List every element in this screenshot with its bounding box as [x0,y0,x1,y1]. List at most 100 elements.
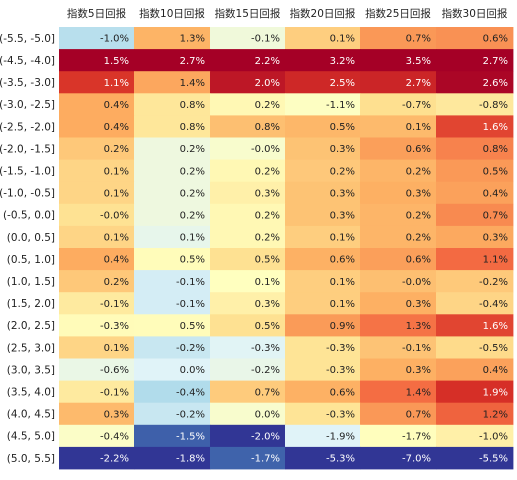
heatmap-cell [436,159,514,183]
cell-value-label: 0.3% [255,188,280,199]
cell-value-label: -2.2% [100,454,129,465]
cell-value-label: 0.1% [330,299,355,310]
cell-value-label: -0.2% [479,277,508,288]
row-label: (-0.5, 0.0] [3,210,55,222]
cell-value-label: 0.1% [330,34,355,45]
heatmap-cell [210,137,286,160]
heatmap-cell [360,270,437,293]
heatmap-cell [285,248,361,271]
cell-value-label: 0.6% [406,255,431,266]
heatmap-cell [285,424,361,448]
heatmap-cell-labels: -1.0% 1.3% -0.1% 0.1% 0.7% 0.6% 1.5% 2.7% 2.2% 3.… [100,34,508,465]
heatmap-cell [59,203,135,227]
cell-value-label: 1.1% [104,78,129,89]
cell-value-label: 0.5% [255,255,280,266]
heatmap-cell [360,248,437,271]
cell-value-label: 0.5% [330,122,355,133]
cell-value-label: 0.2% [406,210,431,221]
cell-value-label: 0.3% [406,188,431,199]
heatmap-cell [59,446,135,470]
cell-value-label: 1.2% [483,409,508,420]
heatmap-cell [210,181,286,205]
cell-value-label: 1.9% [483,387,508,398]
cell-value-label: 2.2% [255,56,280,67]
row-label: (0.0, 0.5] [7,232,55,244]
cell-value-label: -0.8% [479,100,508,111]
heatmap-cell [360,137,437,160]
cell-value-label: -0.1% [402,343,431,354]
heatmap-cell [210,402,286,426]
row-label: (-2.5, -2.0] [0,121,55,133]
cell-value-label: 0.8% [483,144,508,155]
heatmap-cell [134,424,211,448]
cell-value-label: 0.3% [330,210,355,221]
heatmap-cell [436,137,514,160]
heatmap-cell [436,71,514,94]
heatmap-cell [59,292,135,315]
cell-value-label: 0.2% [180,210,205,221]
heatmap-cell [59,402,135,426]
cell-value-label: 0.3% [330,188,355,199]
cell-value-label: 0.3% [483,233,508,244]
heatmap-cell [436,181,514,205]
cell-value-label: 3.2% [330,56,355,67]
cell-value-label: 1.6% [483,321,508,332]
heatmap-cell [210,248,286,271]
heatmap-cell [360,336,437,359]
cell-value-label: -0.0% [251,144,280,155]
cell-value-label: 0.7% [483,210,508,221]
cell-value-label: 2.7% [180,56,205,67]
heatmap-cell [285,93,361,116]
cell-value-label: 0.5% [483,166,508,177]
heatmap-cell [59,159,135,183]
heatmap-cell [59,380,135,404]
cell-value-label: -1.1% [326,100,355,111]
heatmap-cell [436,248,514,271]
cell-value-label: 2.5% [330,78,355,89]
cell-value-label: 0.0% [180,365,205,376]
cell-value-label: -0.1% [176,277,205,288]
heatmap-cell [210,314,286,337]
heatmap-cell [59,115,135,138]
cell-value-label: -0.4% [479,299,508,310]
cell-value-label: -0.2% [176,343,205,354]
row-label: (-3.5, -3.0] [0,77,55,89]
heatmap-cell [210,71,286,94]
cell-value-label: 0.1% [330,277,355,288]
heatmap-cell [59,137,135,160]
heatmap-cell [436,314,514,337]
column-header: 指数5日回报 [67,7,127,20]
row-label: (4.5, 5.0] [7,431,55,443]
cell-value-label: 0.9% [330,321,355,332]
cell-value-label: 0.5% [255,321,280,332]
heatmap-cell [59,49,135,72]
heatmap-cell [360,292,437,315]
cell-value-label: -5.3% [326,454,355,465]
cell-value-label: -0.3% [326,409,355,420]
row-label: (1.0, 1.5] [7,276,55,288]
heatmap-cell [436,446,514,470]
cell-value-label: 0.6% [483,34,508,45]
heatmap-cell [360,159,437,183]
column-header: 指数15日回报 [215,7,281,20]
row-label: (-4.5, -4.0] [0,55,55,67]
heatmap-cell [210,225,286,249]
heatmap-cell [436,203,514,227]
column-header: 指数25日回报 [365,7,431,20]
heatmap-cell [360,314,437,337]
cell-value-label: -0.1% [100,299,129,310]
heatmap-cell [134,203,211,227]
heatmap-cell [285,270,361,293]
heatmap-cell [285,159,361,183]
heatmap-cell [436,336,514,359]
heatmap-cell [210,336,286,359]
heatmap-cell [360,380,437,404]
cell-value-label: 2.0% [255,78,280,89]
cell-value-label: 1.6% [483,122,508,133]
cell-value-label: 0.3% [255,299,280,310]
cell-value-label: -0.4% [176,387,205,398]
heatmap-cell [285,336,361,359]
heatmap-cell [436,93,514,116]
row-label: (-5.5, -5.0] [0,33,55,45]
cell-value-label: 0.3% [104,409,129,420]
